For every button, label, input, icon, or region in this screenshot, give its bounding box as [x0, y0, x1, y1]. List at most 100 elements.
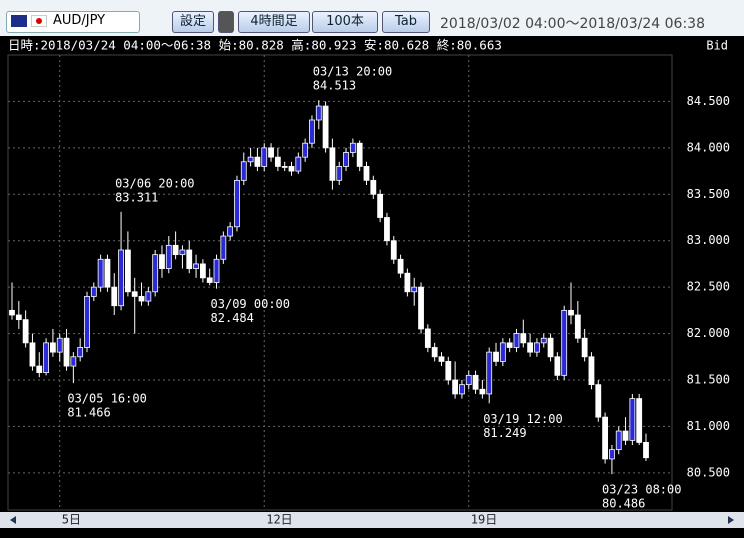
count-button[interactable]: 100本 [312, 11, 378, 33]
candle-body [281, 166, 288, 168]
candle-body [84, 296, 90, 348]
candle-body [609, 449, 615, 460]
candle-body [377, 193, 384, 218]
date-range: 2018/03/02 04:00～2018/03/24 06:38 [440, 16, 705, 32]
candle-body [15, 314, 22, 321]
candle-body [77, 347, 84, 358]
candle-body [527, 342, 534, 353]
candle-body [513, 333, 520, 348]
candle-body [356, 142, 363, 167]
y-tick-label: 83.000 [687, 233, 730, 247]
y-tick-label: 83.500 [687, 187, 730, 201]
candle-body [629, 398, 636, 441]
candle-body [227, 226, 234, 237]
tab-button[interactable]: Tab [382, 11, 430, 33]
annotation-price: 83.311 [115, 190, 158, 204]
timeframe-button[interactable]: 4時間足 [238, 11, 310, 33]
candle-body [438, 356, 445, 362]
candle-body [104, 258, 111, 288]
annotation-time: 03/13 20:00 [313, 65, 392, 79]
candle-body [459, 384, 465, 395]
candle-body [615, 430, 622, 451]
candle-body [220, 235, 227, 260]
y-tick-label: 84.000 [687, 140, 730, 154]
x-tick-label: 19日 [471, 513, 497, 527]
candle-body [370, 179, 377, 195]
candle-body [63, 337, 70, 367]
candle-body [152, 254, 159, 293]
annotation-price: 81.466 [67, 406, 110, 420]
candle-body [274, 156, 281, 167]
candle-body [322, 105, 329, 149]
candle-body [397, 258, 404, 274]
scroll-left[interactable] [10, 516, 16, 524]
candle-body [561, 309, 568, 376]
candle-body [124, 249, 131, 293]
candle-body [534, 342, 540, 353]
y-tick-label: 80.500 [687, 465, 730, 479]
candle-body [145, 291, 152, 302]
candle-body [309, 119, 315, 144]
toggle-button[interactable] [218, 11, 234, 33]
x-tick-label: 5日 [62, 513, 81, 527]
annotation-price: 84.513 [313, 79, 356, 93]
candle-body [520, 333, 527, 344]
candle-body [499, 342, 506, 362]
annotation-price: 82.484 [211, 311, 254, 325]
candle-body [424, 328, 431, 348]
candle-body [213, 258, 220, 283]
candle-body [431, 347, 438, 358]
candle-body [349, 142, 356, 153]
candle-body [418, 286, 424, 330]
annotation-price: 80.486 [602, 497, 645, 511]
candle-body [588, 356, 595, 386]
settings-button[interactable]: 設定 [172, 11, 214, 33]
candle-body [363, 166, 370, 181]
candle-body [240, 161, 247, 181]
candle-body [465, 374, 472, 386]
candle-body [581, 337, 588, 358]
candle-body [159, 254, 165, 269]
candle-body [329, 147, 336, 181]
candle-body [56, 337, 63, 353]
scrollbar[interactable] [0, 512, 744, 528]
candle-body [90, 286, 97, 297]
candle-body [554, 356, 561, 376]
annotation-time: 03/06 20:00 [115, 176, 194, 190]
symbol-select[interactable]: AUD/JPY [6, 11, 140, 33]
toolbar: AUD/JPY 設定 4時間足 100本 Tab 2018/03/02 04:0… [0, 0, 744, 36]
candle-body [254, 156, 261, 167]
candle-body [506, 342, 513, 348]
candle-body [138, 296, 145, 302]
candle-body [193, 263, 199, 269]
flag-au [11, 15, 27, 27]
candle-body [486, 351, 493, 395]
candle-body [479, 388, 486, 395]
candle-body [186, 249, 193, 269]
candle-body [411, 286, 418, 293]
candle-body [574, 314, 581, 339]
flag-jp [31, 15, 47, 27]
candle-body [268, 147, 274, 158]
candle-body [452, 379, 459, 395]
candle-body [165, 244, 172, 269]
annotation-price: 81.249 [483, 426, 526, 440]
candle-body [29, 342, 36, 367]
annotation-time: 03/05 16:00 [67, 392, 146, 406]
price-side: Bid [706, 39, 728, 53]
candle-body [302, 142, 309, 158]
y-tick-label: 81.500 [687, 373, 730, 387]
candle-body [199, 263, 206, 279]
candle-body [547, 337, 554, 358]
candle-body [172, 244, 179, 256]
scroll-right[interactable] [728, 516, 734, 524]
candle-body [131, 291, 138, 297]
chart: 日時:2018/03/24 04:00～06:38 始:80.828 高:80.… [0, 36, 744, 538]
candle-body [234, 179, 240, 228]
y-tick-label: 82.500 [687, 280, 730, 294]
candle-body [22, 319, 29, 344]
candle-body [36, 365, 43, 373]
candle-body [261, 147, 268, 167]
candle-body [118, 249, 124, 307]
